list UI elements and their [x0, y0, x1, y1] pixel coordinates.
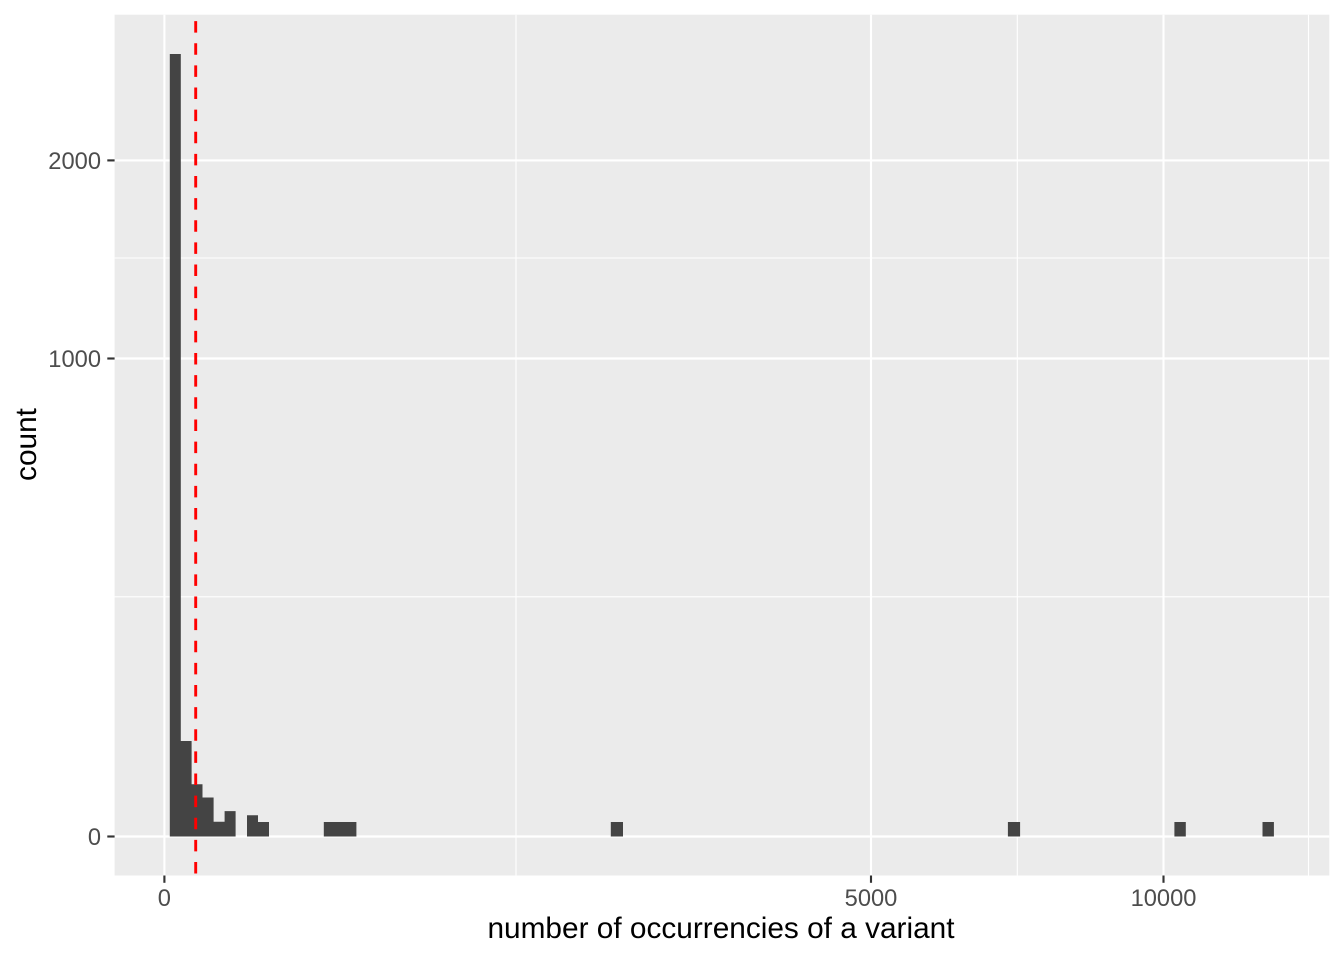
svg-text:5000: 5000 [845, 886, 898, 912]
svg-text:count: count [10, 407, 43, 481]
svg-text:number of occurrencies of a va: number of occurrencies of a variant [487, 912, 955, 945]
svg-text:2000: 2000 [48, 149, 101, 175]
svg-text:10000: 10000 [1131, 886, 1197, 912]
svg-text:0: 0 [158, 886, 171, 912]
svg-text:0: 0 [88, 825, 101, 851]
svg-text:1000: 1000 [48, 347, 101, 373]
